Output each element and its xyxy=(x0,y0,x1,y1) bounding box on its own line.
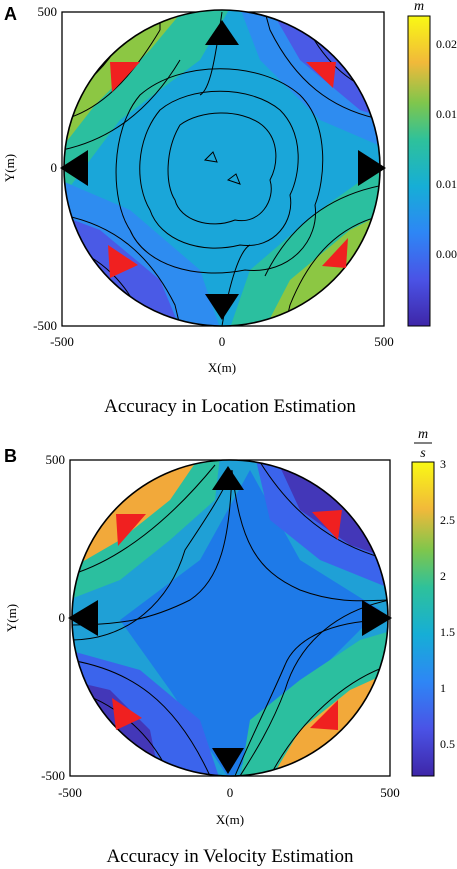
sensor-red-br-a xyxy=(322,238,348,268)
y-tick-top-a: 500 xyxy=(38,4,58,19)
x-axis-label-b: X(m) xyxy=(216,812,244,827)
colorbar-tick-0.005-a: 0.005 xyxy=(436,247,457,261)
sensor-black-top-b xyxy=(212,466,244,490)
x-tick-mid-b: 0 xyxy=(227,785,234,800)
colorbar-b xyxy=(411,461,435,777)
sensor-red-bl-b xyxy=(112,698,142,730)
sensor-black-top-a xyxy=(205,20,239,45)
x-tick-left-a: -500 xyxy=(50,334,74,349)
colorbar-tick-0.015-a: 0.015 xyxy=(436,107,457,121)
panel-a: A xyxy=(2,0,457,417)
sensor-red-tr-a xyxy=(306,62,336,88)
sensor-red-tl-a xyxy=(110,62,140,92)
y-tick-bottom-a: -500 xyxy=(33,318,57,333)
colorbar-tick-0.02-a: 0.02 xyxy=(436,37,457,51)
colorbar-tick-0.5-b: 0.5 xyxy=(440,737,455,751)
colorbar-tick-1-b: 1 xyxy=(440,681,446,695)
colorbar-tick-2.5-b: 2.5 xyxy=(440,513,455,527)
x-tick-right-a: 500 xyxy=(374,334,394,349)
y-axis-label-a: Y(m) xyxy=(2,154,17,182)
sensor-black-right-b xyxy=(362,600,392,636)
sensor-red-tl-b xyxy=(116,514,146,546)
colorbar-tick-1.5-b: 1.5 xyxy=(440,625,455,639)
colorbar-tick-0.01-a: 0.01 xyxy=(436,177,457,191)
colorbar-unit-den-b: s xyxy=(420,446,426,461)
colorbar-a xyxy=(407,15,431,327)
x-tick-mid-a: 0 xyxy=(219,334,226,349)
panel-label-a: A xyxy=(4,4,17,24)
y-tick-bottom-b: -500 xyxy=(41,768,65,783)
sensor-black-left-b xyxy=(68,600,98,636)
sensor-red-br-b xyxy=(310,700,338,730)
sensor-red-tr-b xyxy=(312,510,342,540)
sensor-red-bl-a xyxy=(108,245,138,278)
y-tick-mid-b: 0 xyxy=(59,610,66,625)
sensor-black-left-a xyxy=(60,150,88,186)
panel-label-b: B xyxy=(4,446,17,466)
x-tick-left-b: -500 xyxy=(58,785,82,800)
x-axis-label-a: X(m) xyxy=(208,360,236,375)
y-axis-label-b: Y(m) xyxy=(4,604,19,632)
sensor-black-bottom-a xyxy=(205,294,239,320)
colorbar-unit-num-b: m xyxy=(418,427,428,442)
sensor-black-bottom-b xyxy=(212,748,244,774)
chart-title-b: Accuracy in Velocity Estimation xyxy=(106,846,354,867)
panel-b: B xyxy=(4,427,455,867)
y-tick-mid-a: 0 xyxy=(51,160,58,175)
sensor-black-right-a xyxy=(358,150,386,186)
colorbar-unit-a: m xyxy=(414,0,424,14)
colorbar-tick-3-b: 3 xyxy=(440,457,446,471)
colorbar-tick-2-b: 2 xyxy=(440,569,446,583)
x-tick-right-b: 500 xyxy=(380,785,400,800)
chart-title-a: Accuracy in Location Estimation xyxy=(104,396,356,417)
y-tick-top-b: 500 xyxy=(46,452,66,467)
